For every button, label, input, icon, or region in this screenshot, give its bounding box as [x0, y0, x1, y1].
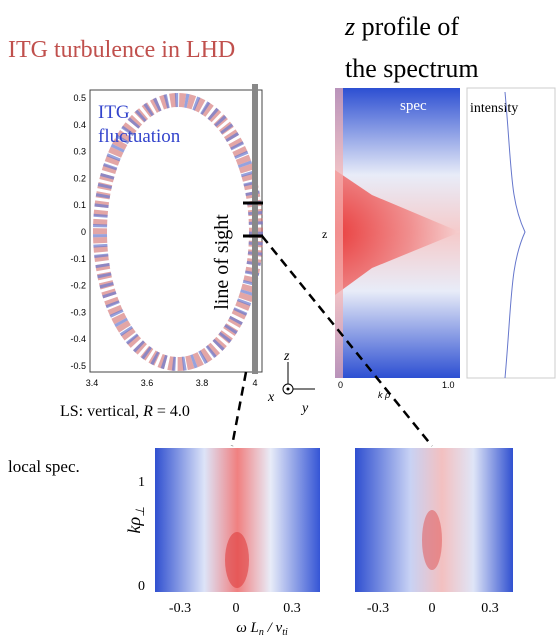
local-map: [422, 510, 442, 570]
tick-label: 1.0: [442, 380, 455, 390]
axis-label: ω Ln / vti: [236, 620, 288, 636]
tick-label: 0: [138, 579, 145, 594]
tick-label: -0.2: [70, 281, 86, 291]
tick-label: -0.4: [70, 334, 86, 344]
coord-origin: [286, 387, 290, 391]
ring-label: ITG: [98, 102, 130, 123]
profile-title: the spectrum: [345, 54, 479, 83]
axis-label: z: [322, 227, 327, 241]
spec-label: spec: [400, 98, 427, 114]
tick-label: 0.2: [73, 173, 86, 183]
tick-label: 1: [138, 475, 145, 490]
coord-label: z: [283, 349, 290, 364]
title: ITG turbulence in LHD: [8, 37, 235, 63]
tick-label: -0.5: [70, 361, 86, 371]
local-label: local spec.: [8, 457, 80, 476]
local-map: [225, 532, 249, 588]
intensity-panel: [466, 87, 556, 379]
tick-label: 3.8: [196, 378, 209, 388]
connector: [261, 235, 433, 447]
coord-label: y: [300, 401, 309, 416]
axis-label: k ρ: [378, 390, 390, 400]
ring-label: fluctuation: [98, 126, 181, 147]
tick-label: -0.3: [367, 601, 389, 616]
spec-map: [335, 88, 343, 378]
connector: [230, 371, 248, 447]
tick-label: 0.5: [73, 93, 86, 103]
spec-map: [335, 170, 460, 295]
sight-line: [252, 84, 258, 374]
axis-label: kρ⊥: [124, 506, 147, 533]
sight-label: line of sight: [211, 214, 233, 310]
tick-label: -0.3: [169, 601, 191, 616]
tick-label: 0.3: [481, 601, 499, 616]
intensity-curve: [504, 91, 526, 379]
tick-label: 0: [233, 601, 240, 616]
caption: LS: vertical, R = 4.0: [60, 403, 190, 420]
tick-label: 0.4: [73, 120, 86, 130]
tick-label: 0.3: [283, 601, 301, 616]
tick-label: 0: [429, 601, 436, 616]
profile-title: z profile of: [344, 12, 459, 41]
tick-label: -0.1: [70, 254, 86, 264]
tick-label: 0: [338, 380, 343, 390]
intensity-label: intensity: [470, 101, 518, 116]
tick-label: -0.3: [70, 307, 86, 317]
tick-label: 0.3: [73, 147, 86, 157]
tick-label: 0: [81, 227, 86, 237]
tick-label: 3.6: [141, 378, 154, 388]
coord-label: x: [267, 390, 275, 405]
tick-label: 0.1: [73, 200, 86, 210]
tick-label: 4: [252, 378, 257, 388]
tick-label: 3.4: [86, 378, 99, 388]
